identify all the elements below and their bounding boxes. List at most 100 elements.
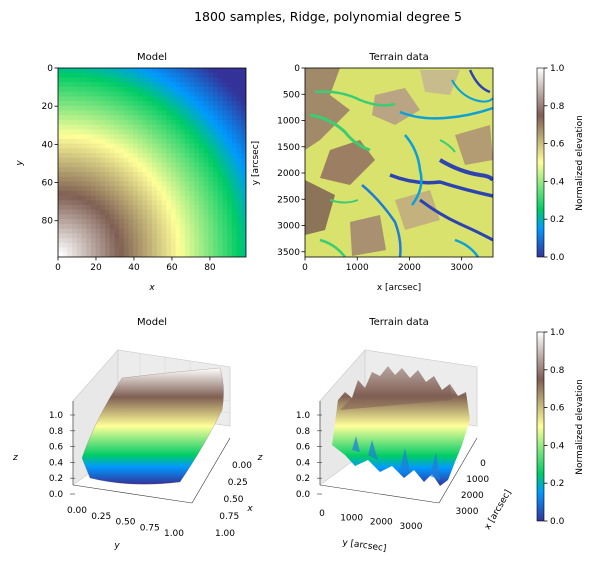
model-heatmap-cell	[217, 176, 224, 182]
model-heatmap-cell	[222, 171, 228, 178]
model-heatmap-cell	[128, 223, 134, 230]
model-heatmap-cell	[58, 242, 64, 249]
model-heatmap-cell	[227, 115, 233, 121]
model-heatmap-cell	[147, 195, 153, 201]
model-heatmap-cell	[213, 228, 219, 234]
model-heatmap-cell	[166, 205, 172, 211]
model-heatmap-cell	[86, 167, 92, 173]
model-heatmap-cell	[109, 200, 115, 206]
model-heatmap-cell	[194, 200, 200, 206]
model-heatmap-cell	[72, 219, 78, 225]
model-heatmap-cell	[58, 195, 64, 201]
model-heatmap-cell	[123, 181, 130, 187]
model-heatmap-cell	[86, 129, 92, 135]
model-heatmap-cell	[123, 190, 130, 197]
model-heatmap-cell	[184, 242, 191, 249]
model-heatmap-cell	[142, 115, 148, 121]
model-heatmap-cell	[236, 209, 242, 216]
model-heatmap-cell	[199, 214, 205, 220]
model-heatmap-cell	[189, 148, 195, 154]
model-heatmap-cell	[67, 119, 73, 126]
model-heatmap-cell	[217, 91, 224, 97]
model-heatmap-cell	[166, 82, 172, 88]
model-heatmap-cell	[189, 124, 195, 131]
model-heatmap-cell	[222, 115, 228, 121]
model-heatmap-cell	[90, 233, 97, 239]
model-heatmap-cell	[189, 238, 195, 244]
model-heatmap-cell	[213, 105, 219, 112]
model-heatmap-cell	[236, 148, 242, 154]
model-heatmap-cell	[62, 68, 68, 74]
model-heatmap-cell	[231, 186, 238, 192]
model-heatmap-cell	[189, 134, 195, 140]
colorbar-tick-label: 0.0	[550, 253, 565, 263]
model-heatmap-cell	[199, 153, 205, 159]
model-heatmap-cell	[236, 138, 242, 145]
model-heatmap-cell	[180, 96, 186, 102]
model-heatmap-cell	[86, 200, 92, 206]
model-heatmap-cell	[189, 200, 195, 206]
model-heatmap-cell	[147, 86, 153, 93]
model-heatmap-cell	[175, 157, 181, 164]
model-heatmap-cell	[194, 209, 200, 216]
model-heatmap-cell	[156, 205, 162, 211]
model-heatmap-cell	[203, 252, 209, 257]
model-heatmap-cell	[170, 181, 177, 187]
model-heatmap-cell	[170, 148, 177, 154]
model-heatmap-cell	[152, 68, 158, 74]
model-heatmap-cell	[156, 134, 162, 140]
model-heatmap-cell	[147, 134, 153, 140]
model-heatmap-cell	[137, 124, 144, 131]
model-heatmap-cell	[72, 167, 78, 173]
model-heatmap-cell	[199, 82, 205, 88]
model-heatmap-cell	[203, 148, 209, 154]
model-heatmap-cell	[231, 119, 238, 126]
model-heatmap-cell	[123, 223, 130, 230]
model-heatmap-cell	[95, 167, 101, 173]
model-heatmap-cell	[208, 138, 214, 145]
model-heatmap-cell	[241, 242, 246, 249]
model-heatmap-cell	[76, 186, 83, 192]
model-heatmap-cell	[58, 190, 64, 197]
model-heatmap-cell	[123, 148, 130, 154]
model-heatmap-cell	[222, 110, 228, 116]
model-heatmap-cell	[142, 176, 148, 182]
model-heatmap-cell	[58, 101, 64, 107]
model-heatmap-cell	[203, 115, 209, 121]
model-heatmap-cell	[72, 134, 78, 140]
model-heatmap-cell	[109, 86, 115, 93]
model-heatmap-cell	[142, 82, 148, 88]
model-heatmap-cell	[62, 77, 68, 83]
model-heatmap-cell	[114, 242, 120, 249]
model-heatmap-cell	[152, 176, 158, 182]
model-heatmap-cell	[137, 157, 144, 164]
model-heatmap-cell	[161, 110, 167, 116]
model-heatmap-cell	[86, 153, 92, 159]
model-heatmap-cell	[213, 115, 219, 121]
model-heatmap-cell	[147, 167, 153, 173]
model-heatmap-cell	[119, 115, 125, 121]
model-heatmap-cell	[189, 68, 195, 74]
model-heatmap-cell	[184, 129, 191, 135]
model-heatmap-cell	[109, 223, 115, 230]
model-heatmap-cell	[189, 247, 195, 253]
model-heatmap-cell	[213, 247, 219, 253]
model-heatmap-cell	[147, 186, 153, 192]
model-heatmap-cell	[199, 200, 205, 206]
model-heatmap-cell	[161, 205, 167, 211]
model-heatmap-cell	[133, 129, 139, 135]
model-heatmap-cell	[58, 138, 64, 145]
model-heatmap-cell	[81, 129, 87, 135]
model-heatmap-cell	[184, 143, 191, 149]
model-heatmap-cell	[123, 195, 130, 201]
model-heatmap-cell	[133, 195, 139, 201]
model-heatmap-cell	[156, 124, 162, 131]
z-tick-label: 0.8	[296, 427, 311, 437]
model-heatmap-cell	[81, 68, 87, 74]
model-heatmap-cell	[109, 134, 115, 140]
model-heatmap-cell	[105, 167, 111, 173]
model-heatmap-cell	[67, 86, 73, 93]
model-heatmap-cell	[199, 223, 205, 230]
x-tick-label: 0.75	[219, 512, 239, 522]
model-heatmap-cell	[76, 162, 83, 168]
